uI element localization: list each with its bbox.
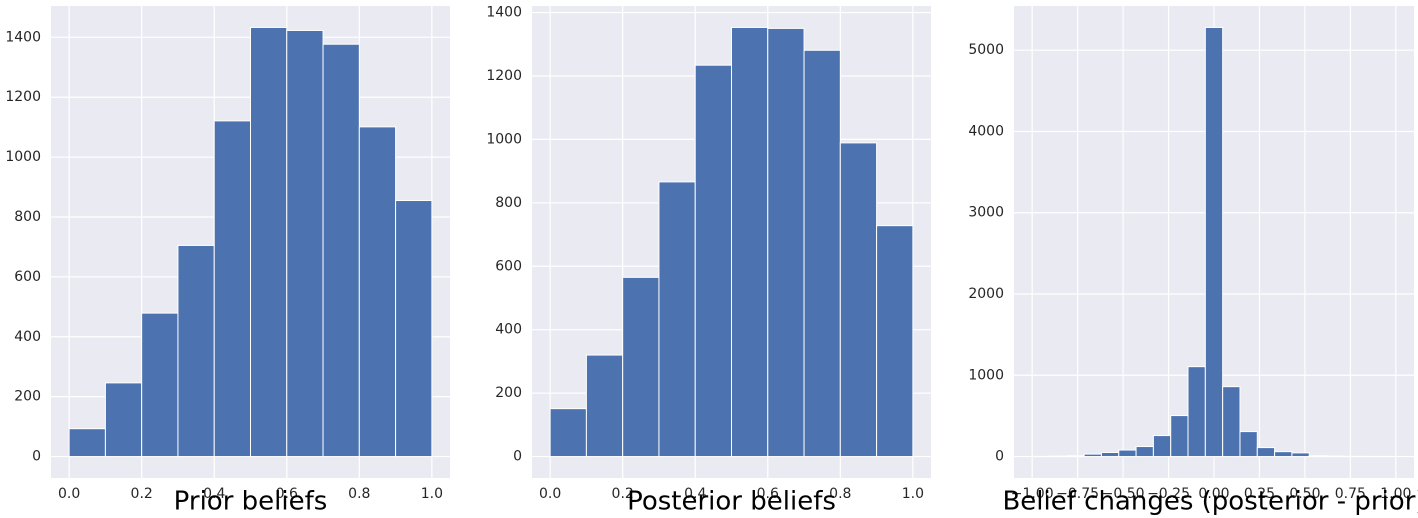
y-tick-label: 2000 [968,286,1004,302]
bar [141,312,179,458]
y-tick-label: 5000 [968,42,1004,58]
x-axis-label: Prior beliefs [174,487,328,517]
y-tick-label: 800 [14,209,41,225]
bar [876,225,914,458]
bar [1308,455,1328,458]
x-tick-label: −1.00 [1011,486,1054,502]
bar [395,200,433,458]
y-tick-label: 3000 [968,205,1004,221]
y-tick-label: 4000 [968,123,1004,139]
bar [358,126,397,458]
bar [1083,453,1102,458]
y-tick-label: 600 [495,258,522,274]
x-tick-label: 1.0 [902,486,924,502]
x-tick-label: −0.75 [1056,486,1099,502]
bar [286,29,324,458]
bar [1170,415,1189,458]
bar [658,181,696,458]
bar [1222,386,1241,458]
x-tick-label: 0.25 [1244,486,1275,502]
y-tick-label: 400 [495,322,522,338]
x-tick-label: 1.0 [421,486,443,502]
bar [1135,446,1154,458]
bar [1187,366,1206,458]
x-axis-label: Posterior beliefs [627,487,836,517]
bar [549,408,587,458]
bar [68,428,106,458]
x-tick-label: 0.6 [757,486,779,502]
y-tick-label: 200 [14,389,41,405]
bar [104,382,143,458]
bar [177,244,215,458]
y-tick-label: 1000 [5,149,41,165]
bar [585,354,624,458]
x-tick-label: −0.50 [1102,486,1145,502]
y-tick-label: 800 [495,195,522,211]
x-tick-label: 1.00 [1380,486,1411,502]
bar [1100,451,1120,458]
x-tick-label: −0.25 [1147,486,1190,502]
y-tick-label: 1000 [968,367,1004,383]
x-tick-label: 0.6 [276,486,298,502]
bar [1291,452,1310,458]
bar [1118,449,1137,458]
bar [1152,435,1172,458]
bar [1204,26,1224,458]
bar [250,26,288,458]
bar [694,64,733,458]
y-tick-label: 1400 [5,29,41,45]
x-tick-label: 0.8 [829,486,851,502]
bar [1256,447,1276,458]
bar [1066,455,1085,458]
bar [803,49,841,458]
bar [1274,451,1293,458]
bar [839,142,878,458]
x-tick-label: 0.00 [1198,486,1229,502]
bar [1239,431,1258,458]
y-tick-label: 200 [495,385,522,401]
y-tick-label: 1400 [486,5,522,21]
y-tick-label: 400 [14,329,41,345]
y-tick-label: 0 [513,449,522,465]
x-tick-label: 0.8 [348,486,370,502]
x-tick-label: 0.0 [58,486,80,502]
x-tick-label: 0.50 [1289,486,1320,502]
x-tick-label: 0.2 [612,486,634,502]
x-tick-label: 0.2 [131,486,153,502]
x-tick-label: 0.4 [203,486,225,502]
bar [731,26,769,458]
bar [622,276,660,458]
y-tick-label: 1200 [5,89,41,105]
y-tick-label: 1200 [486,68,522,84]
y-tick-label: 600 [14,269,41,285]
bar [322,43,360,458]
bar [213,120,252,458]
y-tick-label: 0 [32,449,41,465]
x-tick-label: 0.75 [1335,486,1366,502]
bar [767,27,805,458]
x-tick-label: 0.4 [684,486,706,502]
y-tick-label: 0 [995,449,1004,465]
x-axis-label: Belief changes (posterior - prior) [1002,487,1418,517]
x-tick-label: 0.0 [539,486,561,502]
y-tick-label: 1000 [486,131,522,147]
